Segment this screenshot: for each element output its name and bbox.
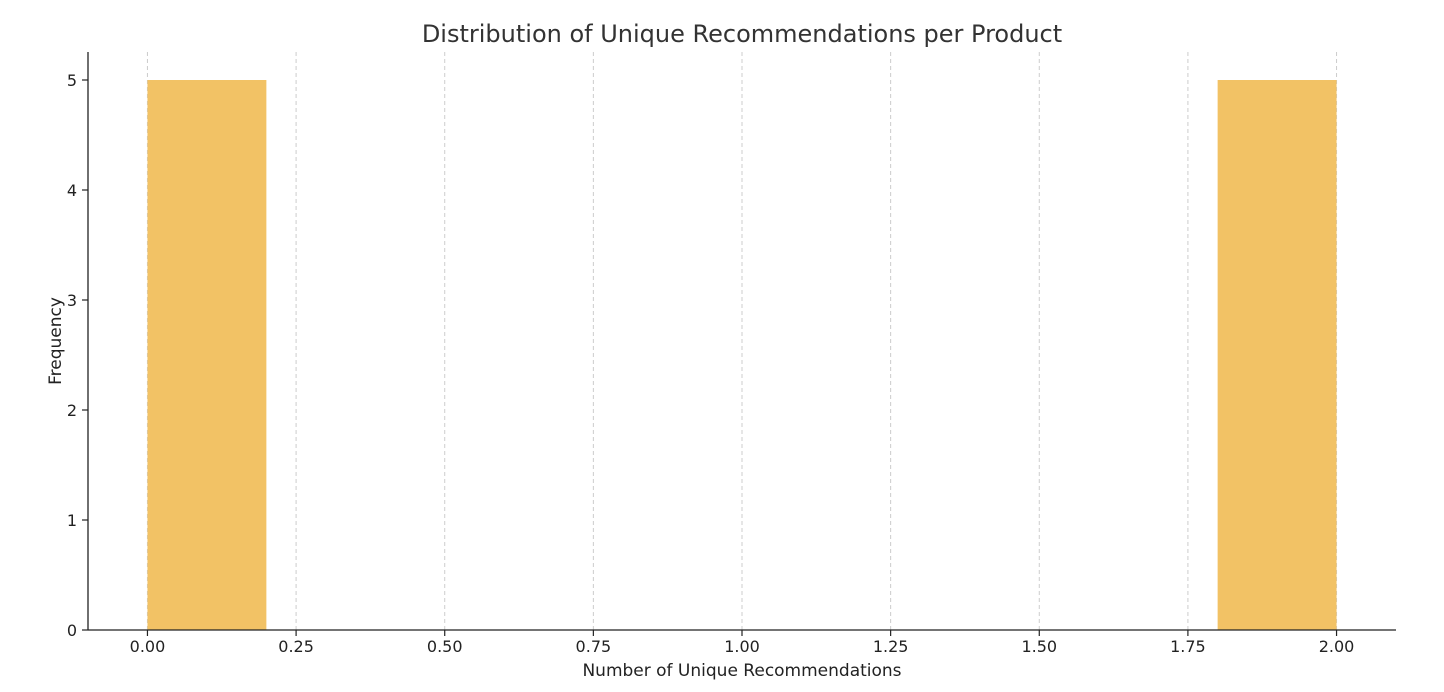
y-tick-label-5: 5 [67,71,77,90]
x-tick-label-3: 0.75 [576,637,612,656]
x-axis-ticks: 0.00 0.25 0.50 0.75 1.00 1.25 1.50 1.75 2.00 [130,630,1355,656]
y-axis-ticks: 0 1 2 3 4 5 [67,71,88,640]
y-tick-label-0: 0 [67,621,77,640]
y-axis-label: Frequency [46,297,66,385]
x-tick-label-8: 2.00 [1319,637,1355,656]
histogram-bar-9 [1217,80,1337,630]
y-tick-label-3: 3 [67,291,77,310]
chart-title: Distribution of Unique Recommendations p… [422,20,1062,48]
x-gridlines [146,52,1338,630]
histogram-bars [147,80,1337,630]
x-tick-label-1: 0.25 [278,637,314,656]
x-tick-label-2: 0.50 [427,637,463,656]
y-tick-label-1: 1 [67,511,77,530]
x-tick-label-4: 1.00 [724,637,760,656]
x-tick-label-5: 1.25 [873,637,909,656]
x-tick-label-0: 0.00 [130,637,166,656]
y-tick-label-2: 2 [67,401,77,420]
histogram-bar-0 [147,80,267,630]
x-tick-label-6: 1.50 [1021,637,1057,656]
y-tick-label-4: 4 [67,181,77,200]
x-axis-label: Number of Unique Recommendations [582,661,901,681]
x-tick-label-7: 1.75 [1170,637,1206,656]
